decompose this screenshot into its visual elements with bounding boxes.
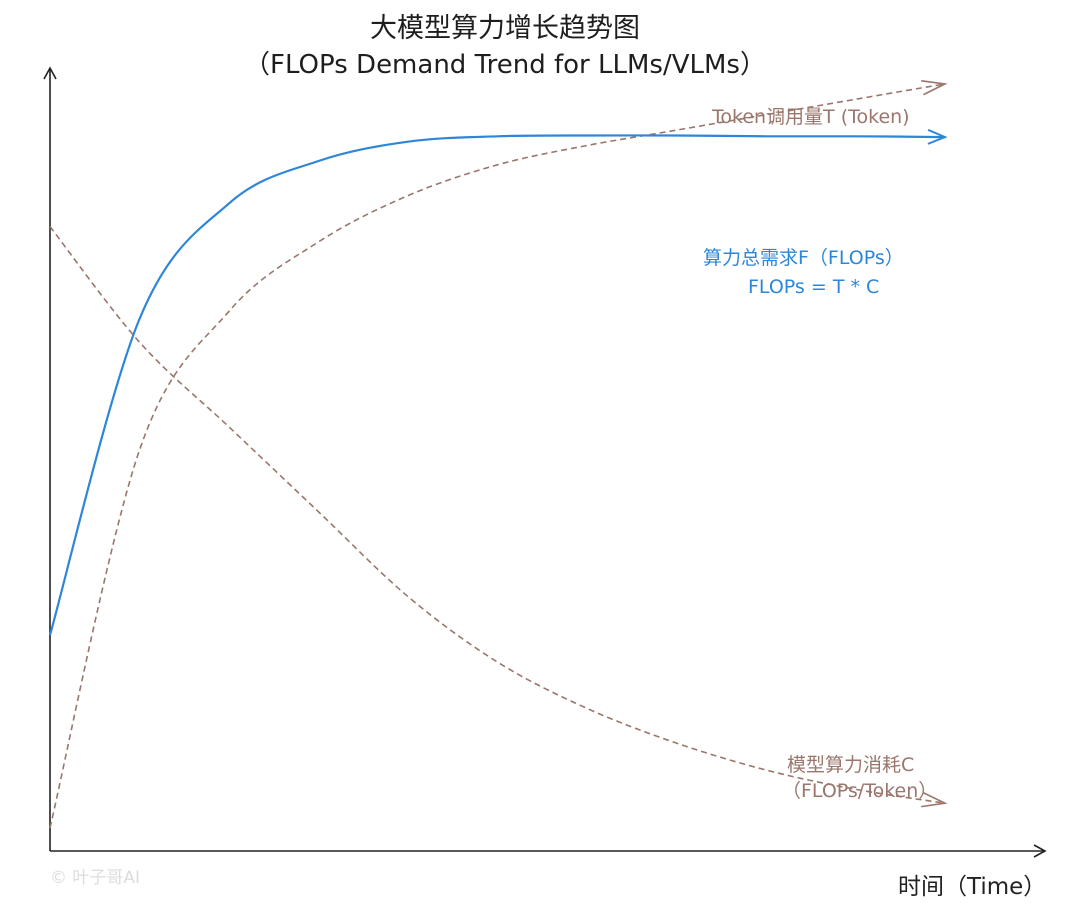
flops-series-label: 算力总需求F（FLOPs） (703, 247, 904, 269)
flops-formula-label: FLOPs = T * C (748, 276, 880, 298)
flops-series-line (48, 135, 945, 636)
chart-title: 大模型算力增长趋势图 (370, 13, 640, 44)
token-series-label: Token调用量T (Token) (712, 106, 910, 128)
cost-unit-label: （FLOPs/Token） (782, 780, 938, 802)
cost-series-line (49, 226, 945, 804)
token-series-line (49, 84, 945, 829)
watermark: © 叶子哥AI (50, 868, 141, 888)
series-layer (48, 84, 945, 829)
chart-subtitle: （FLOPs Demand Trend for LLMs/VLMs） (244, 50, 766, 80)
cost-series-label: 模型算力消耗C (787, 754, 915, 776)
x-axis-label: 时间（Time） (898, 874, 1047, 900)
